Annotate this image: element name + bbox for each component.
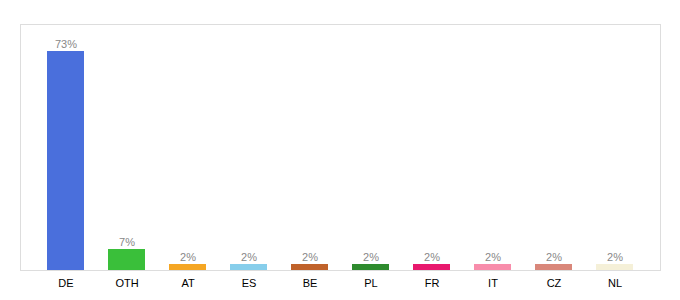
svg-text:AT: AT	[181, 277, 195, 289]
svg-text:NL: NL	[608, 277, 622, 289]
svg-text:CZ: CZ	[547, 277, 562, 289]
svg-text:2%: 2%	[607, 251, 623, 263]
svg-text:2%: 2%	[485, 251, 501, 263]
svg-text:2%: 2%	[363, 251, 379, 263]
svg-text:73%: 73%	[55, 38, 77, 50]
svg-text:IT: IT	[488, 277, 498, 289]
svg-text:FR: FR	[425, 277, 440, 289]
svg-text:7%: 7%	[119, 236, 135, 248]
svg-text:OTH: OTH	[115, 277, 138, 289]
svg-text:DE: DE	[58, 277, 73, 289]
svg-text:PL: PL	[364, 277, 377, 289]
svg-text:BE: BE	[303, 277, 318, 289]
svg-text:ES: ES	[242, 277, 257, 289]
svg-text:2%: 2%	[241, 251, 257, 263]
svg-text:2%: 2%	[424, 251, 440, 263]
svg-text:2%: 2%	[302, 251, 318, 263]
svg-text:2%: 2%	[546, 251, 562, 263]
svg-text:2%: 2%	[180, 251, 196, 263]
